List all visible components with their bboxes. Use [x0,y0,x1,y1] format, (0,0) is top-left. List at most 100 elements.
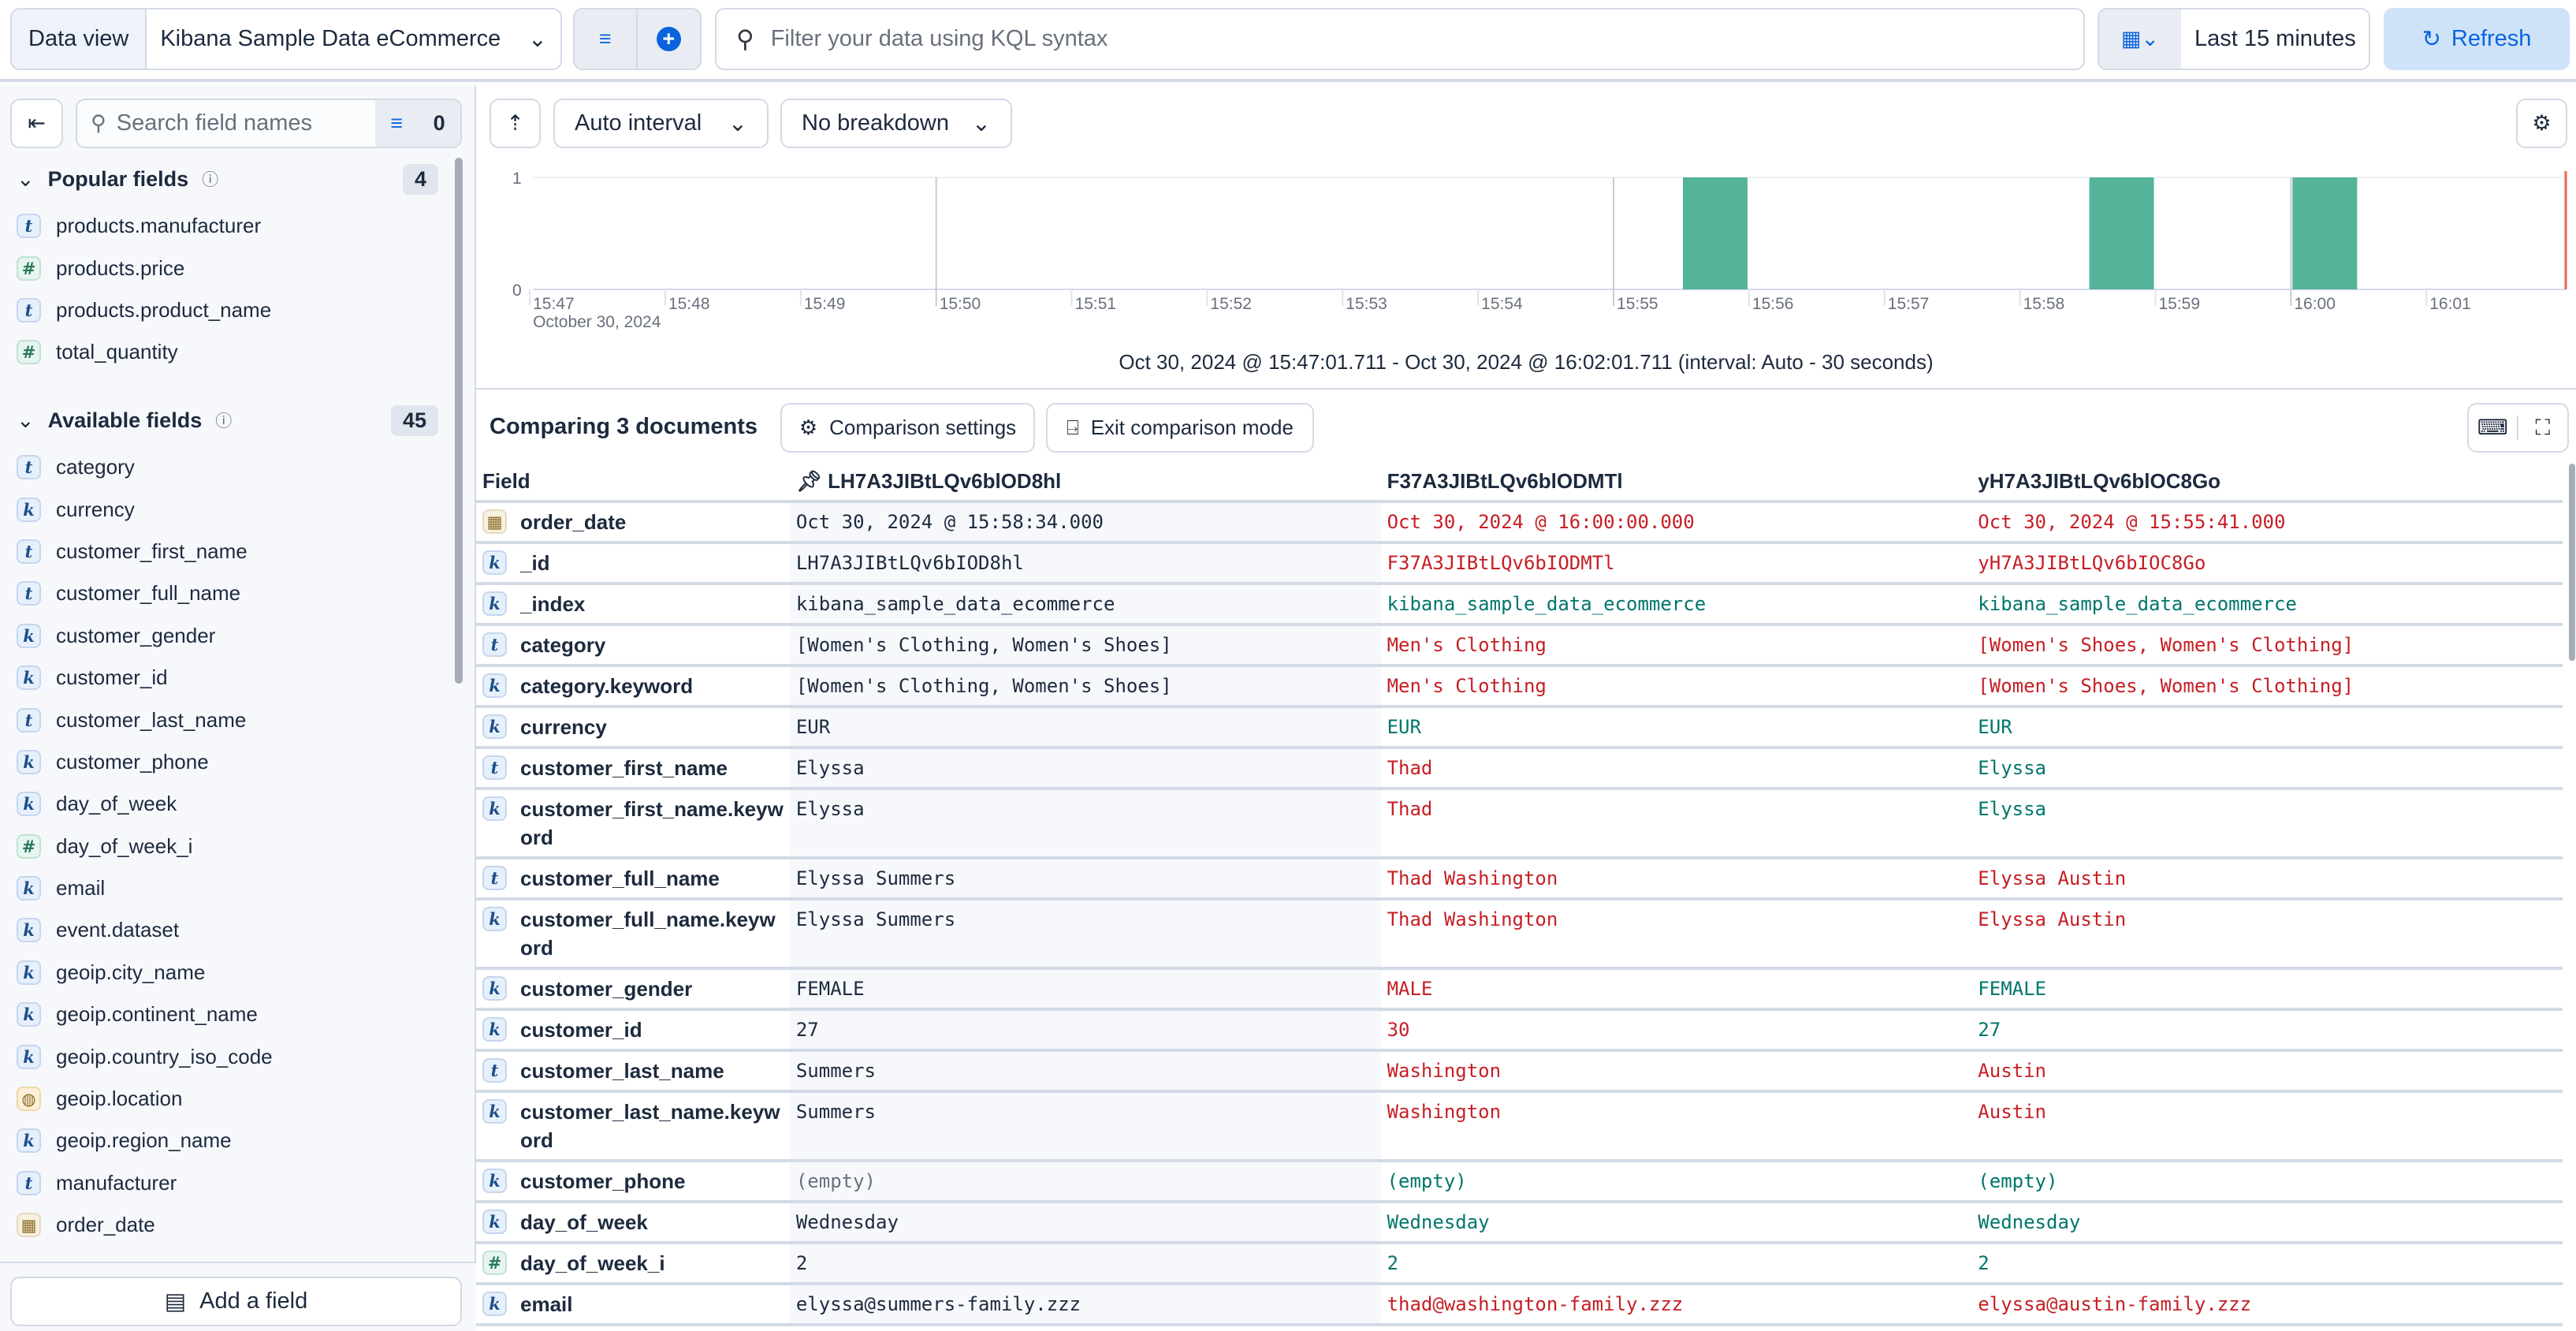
doc-id: LH7A3JIBtLQv6blOD8hl [828,469,1062,493]
exit-comparison-button[interactable]: ⍈ Exit comparison mode [1046,403,1314,453]
time-picker[interactable]: ▦⌄ Last 15 minutes [2098,8,2370,70]
sidebar-footer: ▤ Add a field [0,1262,476,1331]
comparison-settings-button[interactable]: ⚙ Comparison settings [780,403,1035,453]
sidebar-field-item[interactable]: ◍ geoip.location [0,1078,452,1120]
sidebar-field-item[interactable]: k customer_gender [0,615,452,657]
table-row: t category [Women's Clothing, Women's Shoe… [476,626,2563,667]
add-field-label: Add a field [199,1288,308,1314]
field-name: geoip.location [56,1087,183,1111]
field-cell: k category.keyword [476,667,790,705]
sidebar-field-item[interactable]: t customer_first_name [0,531,452,572]
sidebar-field-item[interactable]: ▦ order_date [0,1204,452,1246]
value-cell: Thad Washington [1387,867,1558,889]
search-icon: ⚲ [91,111,106,135]
text-type-icon: t [482,1058,507,1083]
breakdown-select[interactable]: No breakdown ⌄ [780,99,1012,148]
table-row: ▦ order_date Oct 30, 2024 @ 15:58:34.000 Oc… [476,503,2563,544]
doc-column-header[interactable]: yH7A3JIBtLQv6blOC8Go [1971,464,2563,500]
histogram-chart[interactable]: 0 1 15:47 15:48 15:49 15:50 15:51 15:52 15:53 15:… [476,158,2576,338]
data-view-value[interactable]: Kibana Sample Data eCommerce [160,26,501,51]
sidebar-field-item[interactable]: t category [0,446,452,488]
value-cell: Washington [1387,1060,1502,1082]
toggle-chart-button[interactable]: ⇡ [490,99,541,148]
x-tick-label: 15:51 [1075,295,1117,313]
add-field-button[interactable]: ▤ Add a field [10,1277,462,1326]
sidebar-field-item[interactable]: t products.manufacturer [0,205,452,247]
popular-fields-header[interactable]: ⌄ Popular fields ⓘ 4 [0,161,452,197]
sidebar-field-item[interactable]: k email [0,867,452,909]
field-name: products.product_name [56,297,272,322]
comparison-title: Comparing 3 documents [490,414,758,439]
field-name: currency [56,497,135,521]
field-cell: t customer_full_name [476,859,790,897]
value-cell: Elyssa [1978,798,2046,820]
collapse-sidebar-button[interactable]: ⇤ [10,99,63,148]
field-sidebar: ⇤ ⚲ Search field names ≡ 0 ⌄ Popular field… [0,85,476,1331]
keyword-type-icon: k [482,796,507,821]
sidebar-field-item[interactable]: k geoip.region_name [0,1120,452,1161]
value-cell: Elyssa Austin [1978,867,2127,889]
histogram-bar [2089,177,2154,289]
text-type-icon: t [482,755,507,780]
available-fields-header[interactable]: ⌄ Available fields ⓘ 45 [0,402,452,438]
field-name: geoip.city_name [56,960,206,984]
field-cell: # day_of_week_i [476,1244,790,1282]
doc-column-header-pinned[interactable]: 📌︎ LH7A3JIBtLQv6blOD8hl [790,464,1381,500]
chart-options-button[interactable]: ⚙ [2516,99,2567,148]
field-name: day_of_week [56,792,177,816]
sidebar-field-item[interactable]: k geoip.country_iso_code [0,1035,452,1077]
sidebar-field-item[interactable]: t manufacturer [0,1162,452,1204]
sidebar-field-item[interactable]: k geoip.continent_name [0,994,452,1035]
field-name: customer_phone [520,1169,686,1193]
sidebar-scrollbar[interactable] [455,158,463,684]
sidebar-field-item[interactable]: # products.price [0,247,452,289]
refresh-button[interactable]: ↻ Refresh [2384,8,2570,70]
date-type-icon: ▦ [17,1213,41,1238]
available-fields-count: 45 [390,405,438,436]
sidebar-field-item[interactable]: k customer_id [0,657,452,699]
field-filter-button[interactable]: ≡ 0 [375,100,460,147]
sidebar-field-item[interactable]: t customer_full_name [0,572,452,614]
exit-icon: ⍈ [1067,415,1079,439]
field-name: _id [520,551,550,575]
sidebar-field-item[interactable]: k geoip.city_name [0,952,452,994]
filter-icon: ≡ [390,111,404,135]
fullscreen-icon[interactable]: ⛶ [2535,415,2551,439]
sidebar-field-item[interactable]: k customer_phone [0,741,452,783]
value-cell: (empty) [1978,1170,2058,1192]
comparison-table: Field 📌︎ LH7A3JIBtLQv6blOD8hl F37A3JIBtL… [476,464,2563,1326]
sidebar-field-item[interactable]: k day_of_week [0,783,452,825]
calendar-icon[interactable]: ▦⌄ [2099,9,2181,69]
sidebar-field-item[interactable]: t products.product_name [0,289,452,331]
value-cell: FEMALE [1978,978,2046,1000]
x-tick-label: 15:57 [1888,295,1930,313]
popular-fields-section: ⌄ Popular fields ⓘ 4 t products.manufacture… [0,161,452,374]
field-cell: k currency [476,708,790,746]
keyboard-icon[interactable]: ⌨ [2469,416,2518,440]
doc-column-header[interactable]: F37A3JIBtLQv6blODMTl [1381,464,1972,500]
field-name: geoip.region_name [56,1128,232,1153]
sidebar-field-item[interactable]: t customer_last_name [0,699,452,740]
field-name: order_date [56,1213,155,1237]
field-name: category [56,455,135,479]
value-cell: Wednesday [1978,1211,2081,1233]
add-filter-icon[interactable]: + [638,27,700,51]
pinned-value-cell: [Women's Clothing, Women's Shoes] [789,667,1381,705]
field-cell: t category [476,626,790,664]
histogram-panel: ⇡ Auto interval ⌄ No breakdown ⌄ ⚙ 0 1 15:47… [476,85,2576,390]
filter-icon[interactable]: ≡ [575,9,638,69]
table-scrollbar[interactable] [2569,464,2575,661]
popular-fields-title: Popular fields [47,166,189,191]
data-view-picker[interactable]: Data view Kibana Sample Data eCommerce ⌄ [10,8,562,70]
query-input[interactable]: ⚲ Filter your data using KQL syntax [715,8,2085,70]
sidebar-field-item[interactable]: k currency [0,488,452,530]
field-search[interactable]: ⚲ Search field names ≡ 0 [76,99,462,148]
keyword-type-icon: k [482,1169,507,1193]
sidebar-field-item[interactable]: k event.dataset [0,909,452,951]
x-tick-label: 15:59 [2158,295,2200,313]
pinned-value-cell: Summers [789,1093,1381,1159]
interval-select[interactable]: Auto interval ⌄ [553,99,769,148]
sidebar-field-item[interactable]: # day_of_week_i [0,826,452,867]
gear-icon: ⚙ [798,416,818,439]
sidebar-field-item[interactable]: # total_quantity [0,331,452,373]
